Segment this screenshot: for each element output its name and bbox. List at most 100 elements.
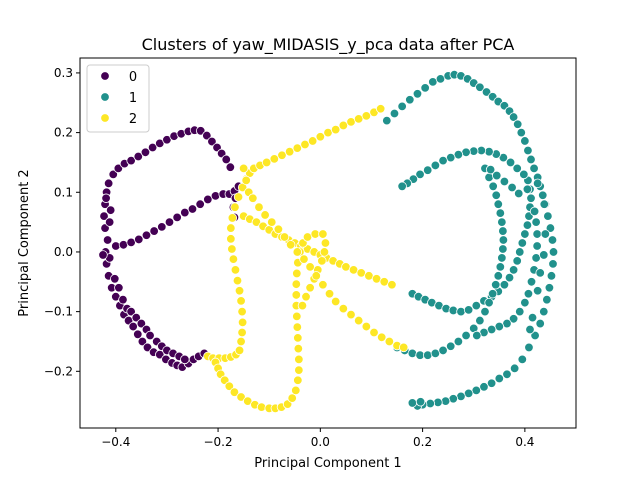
y-tick-label-1: −0.1 xyxy=(44,305,73,319)
point-series-0-88 xyxy=(104,217,115,227)
legend: 0 1 2 xyxy=(86,64,150,133)
point-series-2-31 xyxy=(292,143,303,153)
point-series-2-110 xyxy=(248,193,258,203)
point-series-0-48 xyxy=(140,147,151,157)
point-series-1-75 xyxy=(512,256,522,266)
point-series-1-134 xyxy=(499,176,510,187)
point-series-2-17 xyxy=(226,234,236,244)
point-series-2-119 xyxy=(305,262,315,272)
point-series-2-82 xyxy=(293,375,303,385)
y-tick-label-2: 0.0 xyxy=(54,245,73,259)
point-series-2-40 xyxy=(361,111,372,121)
point-series-1-34 xyxy=(548,259,558,269)
point-series-1-53 xyxy=(433,397,443,408)
point-series-1-38 xyxy=(539,306,549,317)
point-series-1-87 xyxy=(505,157,516,168)
point-series-1-13 xyxy=(475,82,485,92)
point-series-1-37 xyxy=(542,294,552,305)
point-series-1-156 xyxy=(540,229,551,239)
point-series-2-20 xyxy=(230,202,240,212)
point-series-1-96 xyxy=(438,155,448,166)
point-series-1-46 xyxy=(486,378,497,388)
point-series-1-126 xyxy=(495,208,506,218)
point-series-1-65 xyxy=(448,305,458,316)
point-series-2-123 xyxy=(330,296,341,307)
point-series-1-36 xyxy=(544,283,555,293)
point-series-1-1 xyxy=(389,108,400,119)
point-series-0-71 xyxy=(172,212,182,223)
point-series-0-24 xyxy=(114,283,124,293)
point-series-1-77 xyxy=(517,238,528,248)
point-series-1-44 xyxy=(502,369,512,379)
point-series-2-75 xyxy=(256,402,267,412)
point-series-0-42 xyxy=(103,178,114,189)
point-series-1-19 xyxy=(508,112,519,122)
point-series-2-125 xyxy=(346,309,356,320)
point-series-2-118 xyxy=(299,254,309,264)
point-series-2-98 xyxy=(318,229,328,239)
point-series-2-8 xyxy=(237,327,247,338)
point-series-0-37 xyxy=(180,354,190,365)
point-series-2-16 xyxy=(227,244,237,254)
point-series-1-127 xyxy=(493,199,503,209)
points-layer xyxy=(98,70,559,414)
point-series-0-49 xyxy=(147,142,158,153)
point-series-0-74 xyxy=(195,199,205,209)
point-series-1-115 xyxy=(480,306,490,317)
point-series-1-122 xyxy=(498,244,508,254)
point-series-1-130 xyxy=(484,172,494,183)
point-series-1-145 xyxy=(523,289,534,299)
point-series-0-75 xyxy=(203,194,213,205)
point-series-0-28 xyxy=(131,312,141,323)
point-series-2-33 xyxy=(307,136,318,146)
point-series-1-22 xyxy=(520,136,530,146)
point-series-1-23 xyxy=(523,145,533,156)
point-series-1-155 xyxy=(539,199,549,209)
point-series-0-72 xyxy=(180,207,190,218)
point-series-1-41 xyxy=(524,342,534,353)
point-series-2-19 xyxy=(227,213,238,223)
y-tick-label-5: 0.3 xyxy=(54,66,73,80)
x-axis-label: Principal Component 1 xyxy=(254,456,401,471)
point-series-2-21 xyxy=(233,192,244,202)
point-series-1-136 xyxy=(514,188,524,199)
point-series-2-130 xyxy=(384,336,395,347)
point-series-1-5 xyxy=(420,83,430,93)
point-series-2-12 xyxy=(234,286,245,296)
point-series-1-58 xyxy=(415,397,426,407)
point-series-0-11 xyxy=(142,342,153,353)
point-series-2-37 xyxy=(338,120,349,131)
point-series-1-86 xyxy=(512,163,522,174)
point-series-1-79 xyxy=(522,220,533,230)
point-series-2-115 xyxy=(279,232,290,242)
point-series-2-34 xyxy=(315,132,326,142)
point-series-1-3 xyxy=(405,95,415,105)
point-series-2-120 xyxy=(311,271,321,281)
y-axis: −0.2 −0.1 0.0 0.1 0.2 0.3 xyxy=(44,66,80,378)
point-series-2-7 xyxy=(236,336,246,347)
point-series-1-116 xyxy=(484,297,494,308)
plot-frame xyxy=(79,57,577,429)
point-series-2-65 xyxy=(387,280,397,290)
point-series-2-36 xyxy=(330,124,341,135)
point-series-1-132 xyxy=(485,164,496,175)
point-series-1-109 xyxy=(438,345,448,356)
point-series-0-27 xyxy=(126,306,136,317)
point-series-1-32 xyxy=(547,235,558,245)
point-series-1-57 xyxy=(407,398,418,408)
point-series-1-160 xyxy=(527,312,538,323)
x-tick-label-2: 0.0 xyxy=(311,435,330,449)
point-series-0-85 xyxy=(102,235,113,245)
x-axis: −0.4 −0.2 0.0 0.2 0.4 xyxy=(101,428,534,449)
point-series-2-127 xyxy=(361,321,372,332)
legend-label-1: 1 xyxy=(129,91,137,106)
point-series-1-40 xyxy=(530,330,540,341)
point-series-0-25 xyxy=(118,294,128,305)
legend-marker-2 xyxy=(100,113,110,123)
point-series-1-147 xyxy=(515,306,525,317)
point-series-0-87 xyxy=(105,205,116,215)
point-series-1-28 xyxy=(538,190,548,200)
point-series-1-74 xyxy=(508,265,519,275)
point-series-1-137 xyxy=(522,184,533,194)
